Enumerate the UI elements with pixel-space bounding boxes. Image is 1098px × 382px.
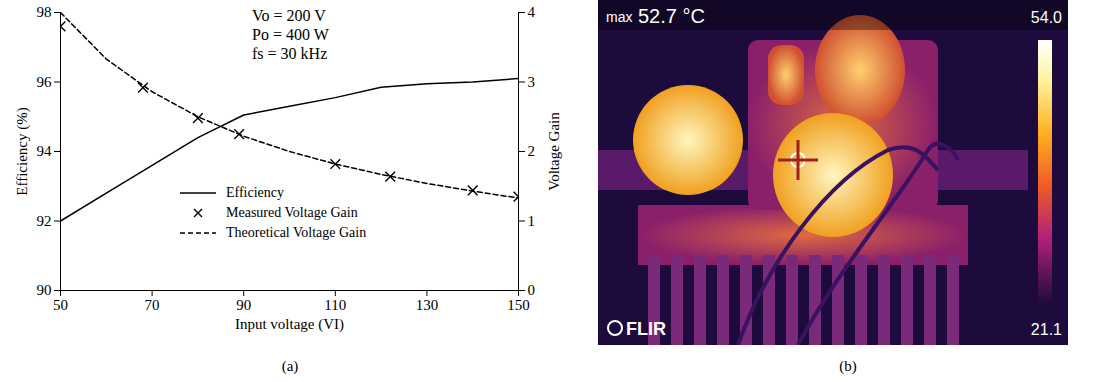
svg-text:Voltage Gain: Voltage Gain [546, 112, 562, 191]
html-text:Theoretical Voltage Gain: Theoretical Voltage Gain [226, 225, 367, 240]
svg-text:90: 90 [37, 282, 52, 298]
svg-text:110: 110 [324, 297, 346, 313]
svg-text:Input voltage (VI): Input voltage (VI) [235, 316, 344, 333]
svg-text:94: 94 [37, 143, 53, 159]
html-text:fs = 30 kHz: fs = 30 kHz [252, 45, 328, 62]
svg-text:50: 50 [53, 297, 68, 313]
html-text:Vo = 200 V: Vo = 200 V [252, 7, 326, 24]
svg-text:150: 150 [507, 297, 530, 313]
svg-text:98: 98 [37, 4, 52, 20]
svg-text:Efficiency (%): Efficiency (%) [14, 107, 31, 195]
svg-text:4: 4 [528, 4, 536, 20]
svg-text:2: 2 [528, 143, 536, 159]
svg-text:FLIR: FLIR [626, 319, 666, 339]
svg-text:92: 92 [37, 213, 52, 229]
html-text:Po = 400 W: Po = 400 W [252, 26, 329, 43]
svg-text:0: 0 [528, 282, 536, 298]
svg-text:130: 130 [416, 297, 439, 313]
html-text:(a): (a) [281, 358, 299, 374]
svg-text:96: 96 [37, 74, 53, 90]
svg-text:52.7 °C: 52.7 °C [638, 5, 705, 27]
svg-text:max: max [606, 9, 632, 25]
svg-text:90: 90 [236, 297, 251, 313]
svg-text:70: 70 [145, 297, 160, 313]
svg-text:3: 3 [528, 74, 536, 90]
svg-text:1: 1 [528, 213, 536, 229]
svg-text:21.1: 21.1 [1031, 321, 1062, 338]
html-text:Measured Voltage Gain: Measured Voltage Gain [226, 205, 358, 220]
html-text:(b): (b) [839, 358, 857, 374]
svg-text:54.0: 54.0 [1031, 9, 1062, 26]
html-text:Efficiency: Efficiency [226, 185, 284, 200]
